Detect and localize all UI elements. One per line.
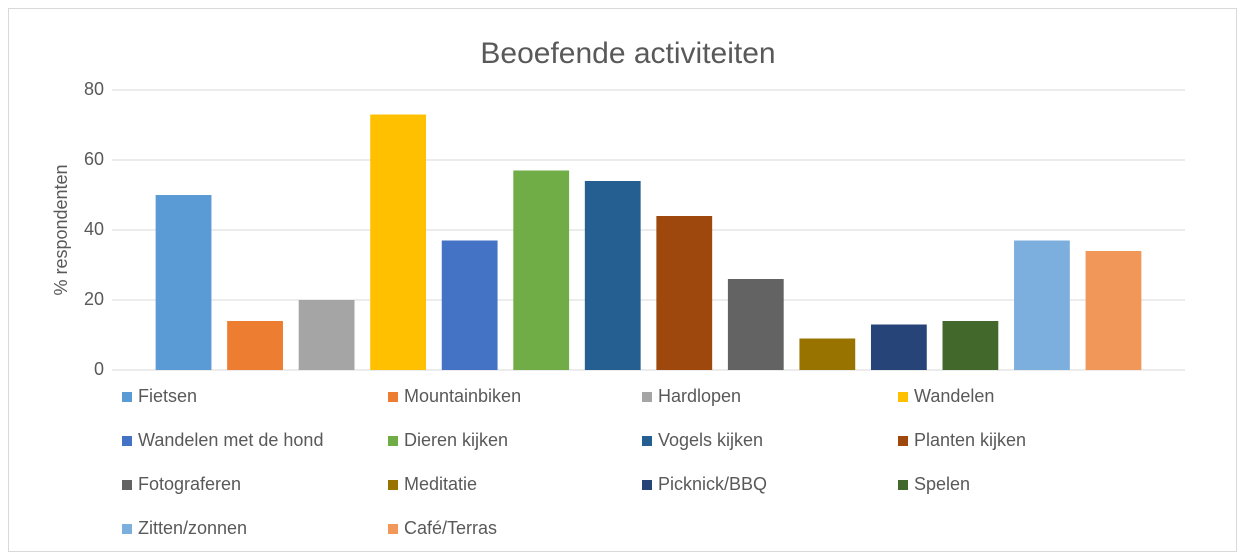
legend-swatch bbox=[388, 480, 398, 490]
legend-label: Wandelen met de hond bbox=[138, 430, 323, 450]
legend-label: Planten kijken bbox=[914, 430, 1026, 450]
legend-swatch bbox=[898, 480, 908, 490]
legend-swatch bbox=[388, 524, 398, 534]
legend-swatch bbox=[122, 480, 132, 490]
chart-title: Beoefende activiteiten bbox=[480, 37, 775, 70]
legend-swatch bbox=[388, 392, 398, 402]
bar bbox=[1014, 240, 1070, 370]
y-tick-label: 80 bbox=[84, 79, 104, 99]
legend-label: Spelen bbox=[914, 474, 970, 494]
legend-swatch bbox=[122, 436, 132, 446]
y-tick-label: 60 bbox=[84, 149, 104, 169]
y-tick-label: 20 bbox=[84, 289, 104, 309]
bar bbox=[441, 240, 498, 370]
bar bbox=[799, 338, 856, 370]
legend-swatch bbox=[122, 524, 132, 534]
legend-swatch bbox=[642, 392, 652, 402]
bar bbox=[584, 181, 641, 370]
legend-label: Picknick/BBQ bbox=[658, 474, 767, 494]
y-tick-label: 0 bbox=[94, 359, 104, 379]
legend-swatch bbox=[642, 436, 652, 446]
bar bbox=[656, 216, 713, 370]
legend-swatch bbox=[388, 436, 398, 446]
legend-swatch bbox=[898, 436, 908, 446]
y-axis-label: % respondenten bbox=[51, 164, 71, 295]
legend-label: Fotograferen bbox=[138, 474, 241, 494]
legend-label: Fietsen bbox=[138, 386, 197, 406]
bar bbox=[513, 170, 570, 370]
legend-label: Meditatie bbox=[404, 474, 477, 494]
legend-label: Vogels kijken bbox=[658, 430, 763, 450]
bar bbox=[227, 321, 283, 370]
legend-swatch bbox=[898, 392, 908, 402]
y-tick-label: 40 bbox=[84, 219, 104, 239]
bar bbox=[870, 324, 927, 370]
legend-label: Café/Terras bbox=[404, 518, 497, 538]
legend-label: Mountainbiken bbox=[404, 386, 521, 406]
bar bbox=[942, 321, 999, 370]
legend-swatch bbox=[642, 480, 652, 490]
bar bbox=[155, 195, 212, 370]
bar bbox=[370, 114, 427, 370]
legend-label: Wandelen bbox=[914, 386, 994, 406]
legend-label: Hardlopen bbox=[658, 386, 741, 406]
legend-swatch bbox=[122, 392, 132, 402]
bar bbox=[1085, 251, 1142, 370]
legend-label: Zitten/zonnen bbox=[138, 518, 247, 538]
bar bbox=[298, 300, 355, 370]
legend-label: Dieren kijken bbox=[404, 430, 508, 450]
bar bbox=[727, 279, 784, 370]
